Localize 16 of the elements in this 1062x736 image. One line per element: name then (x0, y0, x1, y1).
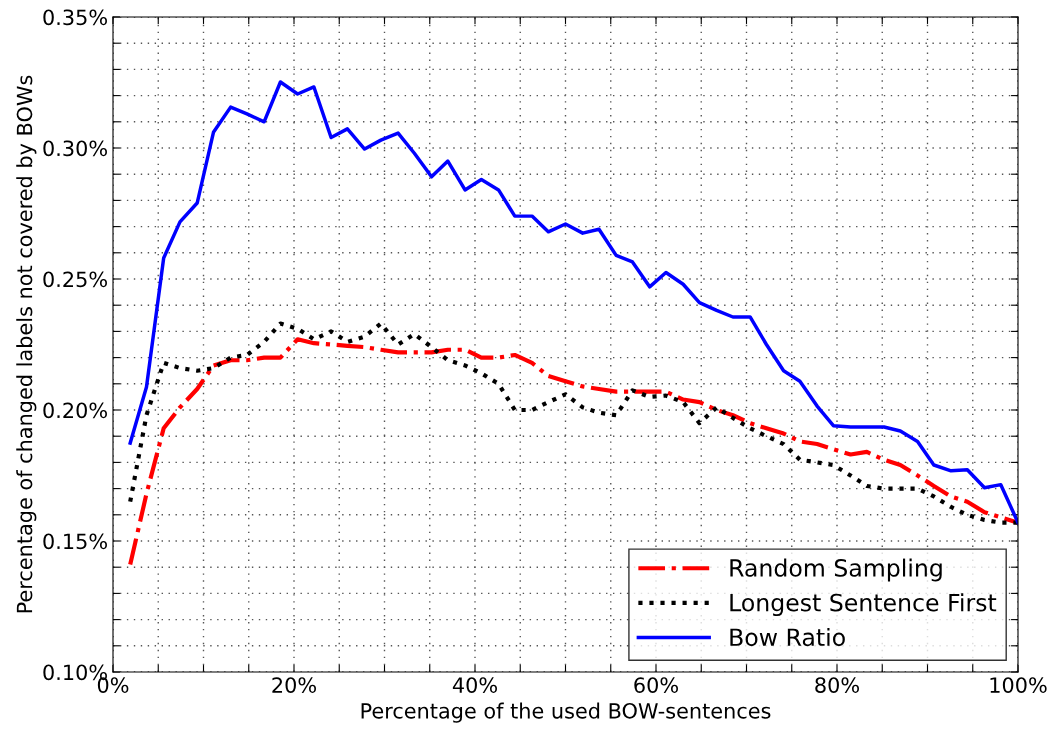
legend-label: Longest Sentence First (730, 593, 997, 617)
y-tick-label: 0.30% (43, 140, 107, 157)
x-tick-label: 100% (990, 677, 1047, 693)
y-tick-label: 0.35% (43, 9, 107, 26)
x-tick-label: 40% (452, 677, 497, 693)
x-tick-label: 60% (634, 677, 678, 693)
x-tick-label: 20% (272, 677, 316, 693)
legend-label: Bow Ratio (730, 627, 845, 647)
y-tick-label: 0.15% (43, 533, 107, 550)
x-axis-title: Percentage of the used BOW-sentences (361, 702, 771, 723)
y-tick-label: 0.25% (43, 271, 107, 288)
x-tick-label: 80% (815, 677, 859, 693)
line-series (128, 80, 1018, 525)
legend-label: Random Sampling (730, 558, 942, 582)
y-tick-label: 0.20% (43, 402, 107, 419)
y-axis-title: Percentage of changed labels not covered by BOWs (16, 75, 37, 613)
